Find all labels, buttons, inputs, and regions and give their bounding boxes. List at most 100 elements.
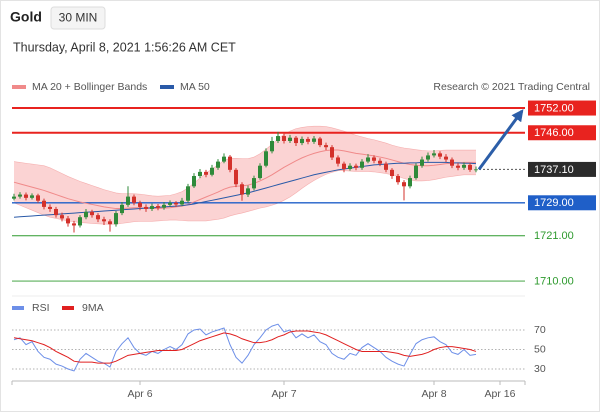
candle: [48, 204, 52, 212]
candle: [300, 136, 304, 146]
candle: [276, 131, 280, 144]
candle-body: [144, 206, 148, 209]
candle-body: [36, 195, 40, 201]
candle: [216, 159, 220, 170]
last-price-label: 1737.10: [534, 164, 574, 176]
candle-body: [24, 194, 28, 198]
credit: Research © 2021 Trading Central: [433, 81, 590, 93]
candle: [462, 162, 466, 170]
symbol: Gold: [10, 9, 42, 25]
candle-body: [42, 200, 46, 207]
candle-body: [54, 208, 58, 216]
candle: [246, 185, 250, 198]
candle: [438, 151, 442, 160]
y-tick-label: 50: [534, 343, 546, 355]
candle-body: [462, 164, 466, 168]
bollinger-band: [14, 126, 476, 225]
candle: [240, 182, 244, 201]
candle-body: [402, 182, 406, 187]
candle: [288, 134, 292, 144]
x-tick-label: Apr 6: [127, 388, 152, 400]
candle-body: [120, 204, 124, 214]
candle-body: [414, 165, 418, 179]
candle-body: [228, 156, 232, 170]
candle-body: [258, 165, 262, 179]
candle: [270, 136, 274, 154]
candle-body: [330, 147, 334, 158]
candle-body: [252, 178, 256, 189]
indicator-line: [13, 330, 477, 364]
candle-body: [132, 196, 136, 203]
candle-body: [264, 151, 268, 166]
candle: [168, 200, 172, 207]
candle-body: [306, 138, 310, 142]
candle: [378, 158, 382, 167]
candle-body: [450, 159, 454, 166]
candle-body: [342, 163, 346, 170]
candle: [360, 159, 364, 170]
candle: [348, 163, 352, 171]
candle-body: [66, 218, 70, 224]
candle-body: [432, 153, 436, 156]
candle-body: [108, 221, 112, 225]
candle-body: [420, 159, 424, 166]
candle: [132, 194, 136, 206]
level-box: [528, 195, 596, 211]
candle-body: [18, 194, 22, 197]
legend-label: MA 50: [180, 81, 210, 93]
candle: [444, 154, 448, 163]
candle-body: [126, 196, 130, 205]
candle-body: [48, 206, 52, 209]
candle: [192, 173, 196, 188]
candle: [396, 173, 400, 185]
candle-body: [96, 215, 100, 220]
candle: [162, 201, 166, 210]
candle: [210, 164, 214, 177]
candle-body: [444, 156, 448, 160]
candle-body: [60, 215, 64, 219]
candle-body: [312, 138, 316, 142]
candle: [294, 136, 298, 146]
interval-button[interactable]: [50, 6, 106, 30]
candle: [126, 186, 130, 207]
candle-body: [378, 160, 382, 164]
candle-body: [210, 167, 214, 175]
candle: [222, 153, 226, 164]
candle: [366, 154, 370, 164]
x-tick-label: Apr 7: [271, 388, 296, 400]
candle-body: [288, 137, 292, 141]
candle-body: [12, 196, 16, 199]
legend-label: MA 20 + Bollinger Bands: [32, 81, 147, 93]
level-box: [528, 125, 596, 141]
candle: [336, 155, 340, 167]
interval-label[interactable]: 30 MIN: [59, 11, 98, 25]
candle: [402, 180, 406, 201]
candle-body: [198, 171, 202, 177]
candle-body: [390, 169, 394, 177]
candle-body: [270, 140, 274, 152]
candle-body: [354, 165, 358, 168]
candle-body: [468, 164, 472, 170]
candle: [468, 163, 472, 172]
candle-body: [396, 176, 400, 183]
candle-body: [426, 155, 430, 160]
candle: [342, 161, 346, 173]
candle: [228, 155, 232, 173]
candle: [84, 208, 88, 220]
candle: [204, 169, 208, 178]
y-tick-label: 70: [534, 324, 546, 336]
candle: [330, 145, 334, 160]
candle-body: [438, 153, 442, 157]
candle-body: [282, 136, 286, 141]
candle: [90, 209, 94, 218]
candle: [108, 219, 112, 232]
candle: [312, 136, 316, 144]
candle-body: [90, 211, 94, 216]
candle: [354, 163, 358, 171]
candle-body: [366, 157, 370, 162]
candle-body: [336, 157, 340, 164]
candle-body: [360, 161, 364, 168]
candle-body: [384, 163, 388, 170]
candle: [282, 133, 286, 144]
candle: [36, 193, 40, 203]
